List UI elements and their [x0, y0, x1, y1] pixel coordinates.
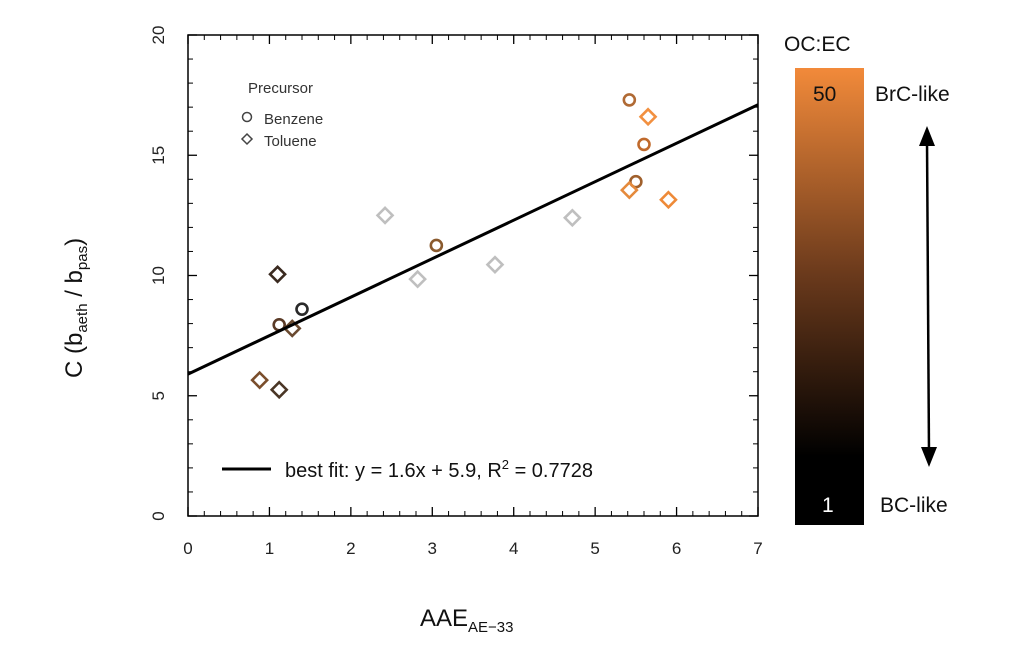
- benzene-point-5: [629, 174, 643, 189]
- legend-title: Precursor: [248, 80, 313, 97]
- toluene-point-2: [250, 370, 269, 390]
- legend-diamond-marker: [240, 132, 254, 146]
- toluene-point-7: [563, 208, 582, 228]
- x-tick-label-4: 4: [509, 539, 518, 558]
- fit-label: best fit: y = 1.6x + 5.9, R2 = 0.7728: [285, 457, 593, 482]
- brc-like-label: BrC-like: [875, 83, 950, 106]
- x-tick-label-0: 0: [183, 539, 192, 558]
- colorbar: [795, 68, 864, 525]
- double-arrow-head-up: [919, 126, 935, 146]
- plot-frame: [187, 34, 759, 517]
- x-axis-title: AAEAE−33: [420, 605, 514, 636]
- x-tick-label-2: 2: [346, 539, 355, 558]
- double-arrow-head-down: [921, 447, 937, 467]
- y-tick-label-3: 15: [149, 146, 168, 165]
- axis-ticks: 0 1 2 3 4 5 6 7 0 5 10 15 20: [149, 26, 763, 558]
- toluene-point-0: [268, 264, 287, 284]
- toluene-point-6: [485, 255, 505, 275]
- x-tick-label-1: 1: [265, 539, 274, 558]
- legend-entry-toluene: Toluene: [264, 133, 317, 150]
- legend-circle-marker: [241, 111, 253, 123]
- benzene-point-3: [622, 93, 637, 107]
- toluene-point-8: [620, 180, 639, 200]
- x-tick-label-5: 5: [590, 539, 599, 558]
- y-tick-label-0: 0: [149, 511, 168, 520]
- x-tick-label-6: 6: [672, 539, 681, 558]
- bc-like-label: BC-like: [880, 494, 948, 517]
- best-fit-line: [187, 103, 759, 376]
- fit-label-sup: 2: [502, 457, 509, 472]
- colorbar-min-label: 1: [822, 494, 834, 517]
- benzene-point-2: [429, 238, 444, 253]
- benzene-point-4: [637, 137, 651, 152]
- toluene-point-9: [638, 107, 658, 127]
- x-tick-label-3: 3: [428, 539, 437, 558]
- toluene-point-3: [269, 380, 289, 400]
- y-tick-label-4: 20: [149, 26, 168, 45]
- x-tick-label-7: 7: [753, 539, 762, 558]
- y-tick-label-1: 5: [149, 391, 168, 400]
- double-arrow-shaft: [925, 139, 931, 456]
- colorbar-max-label: 50: [813, 83, 836, 106]
- toluene-point-10: [659, 190, 678, 210]
- toluene-point-5: [408, 269, 427, 289]
- toluene-point-4: [375, 206, 395, 225]
- legend-entry-benzene: Benzene: [264, 111, 323, 128]
- y-axis-title: C (baeth / bpas): [61, 238, 91, 378]
- colorbar-title: OC:EC: [784, 33, 851, 56]
- y-tick-label-2: 10: [149, 266, 168, 285]
- benzene-point-1: [295, 302, 309, 316]
